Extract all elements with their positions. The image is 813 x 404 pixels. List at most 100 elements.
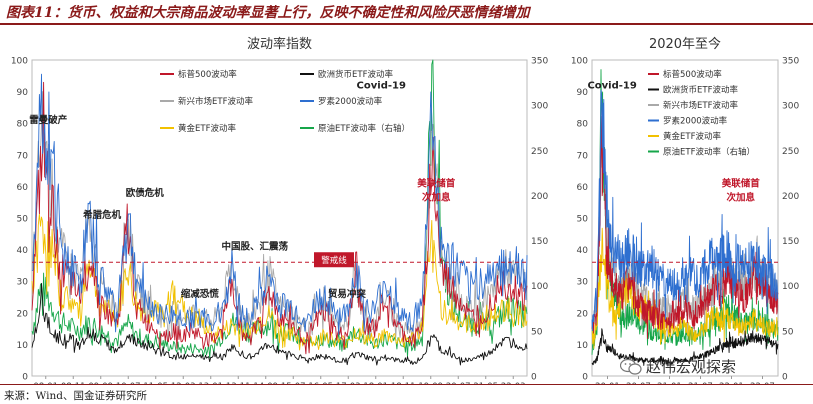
- wechat-icon: [620, 358, 642, 375]
- y-left-tick-label: 40: [17, 246, 29, 256]
- y-right-tick-label: 50: [782, 327, 794, 337]
- plot-frame: [31, 59, 528, 377]
- x-tick-label: 13-01: [198, 382, 223, 384]
- threshold-label: 警戒线: [321, 255, 347, 266]
- event-label: 贸易冲突: [328, 288, 367, 300]
- x-tick-label: 14-09: [253, 382, 278, 384]
- series-line-r2000: [591, 89, 779, 332]
- figure-title: 图表11：货币、权益和大宗商品波动率显著上行，反映不确定性和风险厌恶情绪增加: [6, 5, 530, 21]
- y-left-tick-label: 10: [17, 341, 29, 351]
- y-left-tick-label: 50: [577, 215, 589, 225]
- volatility-charts: 波动率指数01020304050607080901000501001502002…: [11, 36, 800, 384]
- event-label: 美联储首: [721, 177, 761, 189]
- x-tick-label: 21-07: [688, 382, 713, 384]
- y-left-tick-label: 90: [577, 88, 589, 98]
- y-left-tick-label: 0: [582, 373, 588, 383]
- y-right-tick-label: 350: [531, 57, 548, 67]
- y-right-tick-label: 200: [531, 192, 548, 202]
- y-left-tick-label: 40: [577, 246, 589, 256]
- legend-label-oil: 原油ETF波动率（右轴）: [318, 123, 410, 134]
- x-tick-label: 13-11: [226, 382, 251, 384]
- legend-label-r2000: 罗素2000波动率: [663, 116, 728, 127]
- event-label: 雷曼破产: [29, 114, 68, 126]
- y-right-tick-label: 300: [531, 102, 548, 112]
- event-label: 欧债危机: [126, 187, 165, 199]
- x-tick-label: 10-07: [116, 382, 141, 384]
- x-tick-label: 20-07: [446, 382, 471, 384]
- y-right-tick-label: 350: [782, 57, 799, 67]
- bottom-rule: [0, 384, 813, 385]
- x-tick-label: 16-05: [308, 382, 333, 384]
- y-right-tick-label: 150: [531, 237, 548, 247]
- x-tick-label: 17-03: [336, 382, 361, 384]
- series-line-eurofx: [31, 283, 528, 366]
- y-right-tick-label: 50: [531, 327, 543, 337]
- series-line-sp500: [591, 109, 779, 339]
- plot-frame: [591, 59, 779, 377]
- x-tick-label: 08-01: [33, 382, 58, 384]
- x-tick-label: 19-09: [418, 382, 443, 384]
- y-left-tick-label: 10: [577, 341, 589, 351]
- x-tick-label: 18-01: [363, 382, 388, 384]
- x-tick-label: 22-07: [750, 382, 775, 384]
- series-line-r2000: [31, 73, 528, 335]
- legend-label-oil: 原油ETF波动率（右轴）: [663, 147, 755, 158]
- event-label: 次加息: [727, 191, 756, 203]
- chart-title: 2020年至今: [649, 36, 721, 52]
- legend-label-gold: 黄金ETF波动率: [663, 131, 721, 142]
- y-left-tick-label: 70: [577, 151, 589, 161]
- y-left-tick-label: 80: [17, 120, 29, 130]
- legend-label-eurofx: 欧洲货币ETF波动率: [663, 85, 738, 96]
- x-tick-label: 21-01: [657, 382, 682, 384]
- chart-panel-all-history: 波动率指数 0 10 20 30 40 50 60 70 80 90 100 0 50 100 150 200 2…: [11, 36, 549, 384]
- legend-label-em: 新兴市场ETF波动率: [178, 96, 253, 107]
- watermark-text: 赵伟宏观探索: [646, 358, 737, 376]
- event-label: 美联储首: [416, 177, 456, 189]
- x-tick-label: 22-03: [501, 382, 526, 384]
- x-tick-label: 09-09: [88, 382, 113, 384]
- y-left-tick-label: 100: [11, 57, 28, 67]
- wechat-watermark: 赵伟宏观探索: [620, 356, 736, 377]
- y-right-tick-label: 300: [782, 102, 799, 112]
- title-rule: [0, 23, 813, 25]
- x-tick-label: 22-01: [719, 382, 744, 384]
- chart-panel-since-2020: 2020年至今 0 10 20 30 40 50 60 70 80 90 100 0 50 100 150 20…: [571, 36, 800, 384]
- x-tick-label: 20-07: [626, 382, 651, 384]
- y-left-tick-label: 60: [17, 183, 29, 193]
- y-right-tick-label: 0: [782, 373, 788, 383]
- y-left-tick-label: 20: [17, 309, 29, 319]
- x-tick-label: 08-11: [61, 382, 86, 384]
- x-tick-label: 12-03: [171, 382, 196, 384]
- event-label: 缩减恐慌: [181, 288, 220, 300]
- y-right-tick-label: 100: [531, 282, 548, 292]
- y-left-tick-label: 0: [22, 373, 28, 383]
- legend-label-eurofx: 欧洲货币ETF波动率: [318, 69, 393, 80]
- series-line-sp500: [31, 81, 528, 355]
- legend-label-sp500: 标普500波动率: [663, 69, 722, 80]
- threshold-badge: [314, 252, 354, 268]
- x-tick-label: 18-11: [391, 382, 416, 384]
- y-right-tick-label: 250: [782, 147, 799, 157]
- y-right-tick-label: 150: [782, 237, 799, 247]
- legend-label-em: 新兴市场ETF波动率: [663, 100, 738, 111]
- y-left-tick-label: 80: [577, 120, 589, 130]
- x-tick-label: 11-05: [143, 382, 168, 384]
- series-line-eurofx: [591, 328, 779, 367]
- x-tick-label: 20-01: [595, 382, 620, 384]
- y-right-tick-label: 250: [531, 147, 548, 157]
- event-label: 次加息: [422, 191, 451, 203]
- source-note: 来源：Wind、国金证券研究所: [4, 390, 147, 402]
- y-left-tick-label: 60: [577, 183, 589, 193]
- legend-label-sp500: 标普500波动率: [178, 69, 237, 80]
- y-right-tick-label: 200: [782, 192, 799, 202]
- event-label: 希腊危机: [83, 209, 122, 221]
- legend-label-gold: 黄金ETF波动率: [178, 123, 236, 134]
- event-label: Covid-19: [357, 80, 406, 91]
- y-left-tick-label: 30: [17, 278, 29, 288]
- y-left-tick-label: 70: [17, 151, 29, 161]
- x-tick-label: 21-05: [473, 382, 498, 384]
- x-tick-label: 15-07: [281, 382, 306, 384]
- y-left-tick-label: 50: [17, 215, 29, 225]
- legend-label-r2000: 罗素2000波动率: [318, 96, 383, 107]
- y-right-tick-label: 0: [531, 373, 537, 383]
